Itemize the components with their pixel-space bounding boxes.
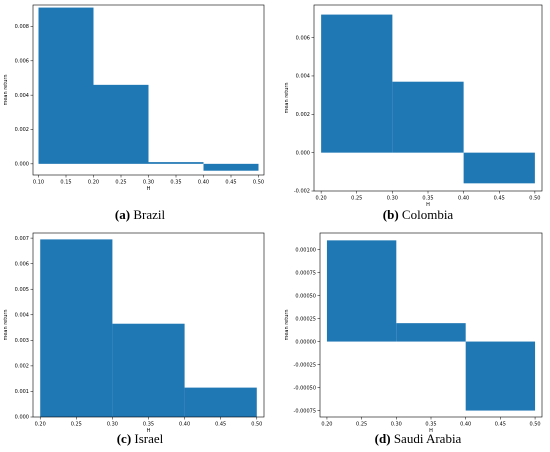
x-axis-label: H [426, 202, 430, 208]
bar-chart-israel: 0.20 0.25 0.30 0.35 0.40 0.45 0.50 0.000 0.001 0.… [3, 232, 265, 434]
caption-letter: (b) [382, 207, 399, 222]
x-tick-label: 0.45 [225, 180, 236, 186]
x-tick-label: 0.30 [107, 422, 118, 428]
y-tick-label: 0.000 [296, 150, 310, 156]
y-tick-label: 0.002 [15, 127, 29, 133]
bar-chart-saudi-arabia: 0.20 0.25 0.30 0.35 0.40 0.45 0.50 -0.00075 -0.0… [284, 232, 543, 434]
bar-2 [148, 162, 204, 164]
y-tick-label: 0.002 [15, 364, 29, 370]
chart-panel-saudi-arabia: 0.20 0.25 0.30 0.35 0.40 0.45 0.50 -0.00075 -0.0… [278, 228, 548, 434]
x-tick-label: 0.45 [494, 196, 505, 202]
bar-2 [463, 152, 535, 184]
y-tick-label: 0.006 [296, 35, 310, 41]
bar-chart-brazil: 0.10 0.15 0.20 0.25 0.30 0.35 0.40 0.45 0.50 0.00… [3, 4, 265, 192]
bar-chart-colombia: 0.20 0.25 0.30 0.35 0.40 0.45 0.50 -0.002 0.000 0… [284, 4, 543, 208]
bar-0 [38, 7, 94, 164]
y-tick-label: 0.008 [15, 24, 29, 30]
bar-1 [396, 323, 466, 342]
y-tick-label: -0.00075 [294, 408, 316, 414]
y-tick-label: 0.002 [296, 112, 310, 118]
x-tick-label: 0.25 [115, 180, 126, 186]
x-tick-label: 0.10 [33, 180, 44, 186]
x-tick-label: 0.20 [321, 422, 332, 428]
x-tick-label: 0.25 [351, 196, 362, 202]
bar-2 [184, 387, 257, 417]
bar-0 [321, 14, 393, 153]
x-tick-label: 0.35 [422, 196, 433, 202]
bar-1 [392, 81, 464, 153]
chart-panel-brazil: 0.10 0.15 0.20 0.25 0.30 0.35 0.40 0.45 0.50 0.00… [0, 0, 270, 205]
y-axis-label: mean return [284, 309, 290, 340]
y-tick-label: 0.006 [15, 59, 29, 65]
x-axis-label: H [147, 186, 151, 192]
caption-saudi-arabia: (d) Saudi Arabia [348, 431, 488, 447]
bar-1 [112, 323, 185, 417]
x-tick-label: 0.30 [391, 422, 402, 428]
y-axis-label: mean return [284, 82, 290, 113]
x-tick-label: 0.45 [215, 422, 226, 428]
caption-letter: (d) [374, 431, 391, 446]
bar-0 [326, 240, 397, 342]
bar-2 [465, 341, 536, 411]
y-tick-label: 0.004 [15, 312, 29, 318]
caption-letter: (c) [116, 431, 132, 446]
bar-3 [203, 163, 259, 171]
caption-text: Colombia [401, 207, 454, 222]
x-tick-label: 0.25 [356, 422, 367, 428]
caption-text: Israel [134, 431, 164, 446]
caption-israel: (c) Israel [85, 431, 195, 447]
x-tick-label: 0.15 [60, 180, 71, 186]
y-tick-label: -0.00025 [294, 362, 316, 368]
y-tick-label: 0.00100 [295, 247, 316, 253]
x-tick-label: 0.40 [198, 180, 209, 186]
y-tick-label: 0.004 [296, 74, 310, 80]
x-tick-label: 0.20 [316, 196, 327, 202]
y-axis-label: mean return [3, 74, 9, 105]
x-axis-label: H [429, 428, 433, 434]
x-tick-label: 0.30 [143, 180, 154, 186]
y-tick-label: 0.00000 [295, 339, 316, 345]
x-tick-label: 0.35 [170, 180, 181, 186]
y-tick-label: 0.004 [15, 93, 29, 99]
chart-panel-colombia: 0.20 0.25 0.30 0.35 0.40 0.45 0.50 -0.002 0.000 0… [278, 0, 548, 208]
x-tick-label: 0.30 [387, 196, 398, 202]
x-tick-label: 0.40 [458, 196, 469, 202]
caption-text: Brazil [133, 207, 166, 222]
y-tick-label: 0.00050 [295, 293, 316, 299]
x-tick-label: 0.20 [35, 422, 46, 428]
y-tick-label: -0.00050 [294, 385, 316, 391]
x-tick-label: 0.35 [143, 422, 154, 428]
x-tick-label: 0.35 [425, 422, 436, 428]
bar-1 [93, 84, 149, 164]
y-tick-label: 0.00025 [295, 316, 316, 322]
y-tick-label: 0.005 [15, 287, 29, 293]
y-tick-label: -0.002 [294, 189, 310, 195]
y-tick-label: 0.006 [15, 261, 29, 267]
x-tick-label: 0.25 [71, 422, 82, 428]
y-tick-label: 0.000 [15, 415, 29, 421]
x-tick-label: 0.50 [253, 180, 264, 186]
caption-letter: (a) [114, 207, 131, 222]
x-tick-label: 0.50 [529, 196, 540, 202]
y-tick-label: 0.000 [15, 162, 29, 168]
caption-colombia: (b) Colombia [358, 207, 478, 223]
x-tick-label: 0.40 [179, 422, 190, 428]
x-tick-label: 0.20 [88, 180, 99, 186]
caption-text: Saudi Arabia [393, 431, 462, 446]
x-tick-label: 0.40 [460, 422, 471, 428]
y-axis-label: mean return [3, 309, 9, 340]
y-tick-label: 0.001 [15, 389, 29, 395]
y-tick-label: 0.003 [15, 338, 29, 344]
bar-0 [40, 239, 113, 417]
x-tick-label: 0.50 [251, 422, 262, 428]
x-tick-label: 0.45 [495, 422, 506, 428]
caption-brazil: (a) Brazil [85, 207, 195, 223]
x-axis-label: H [147, 428, 151, 434]
y-tick-label: 0.007 [15, 236, 29, 242]
y-tick-label: 0.00075 [295, 270, 316, 276]
chart-panel-israel: 0.20 0.25 0.30 0.35 0.40 0.45 0.50 0.000 0.001 0.… [0, 228, 270, 434]
x-tick-label: 0.50 [529, 422, 540, 428]
